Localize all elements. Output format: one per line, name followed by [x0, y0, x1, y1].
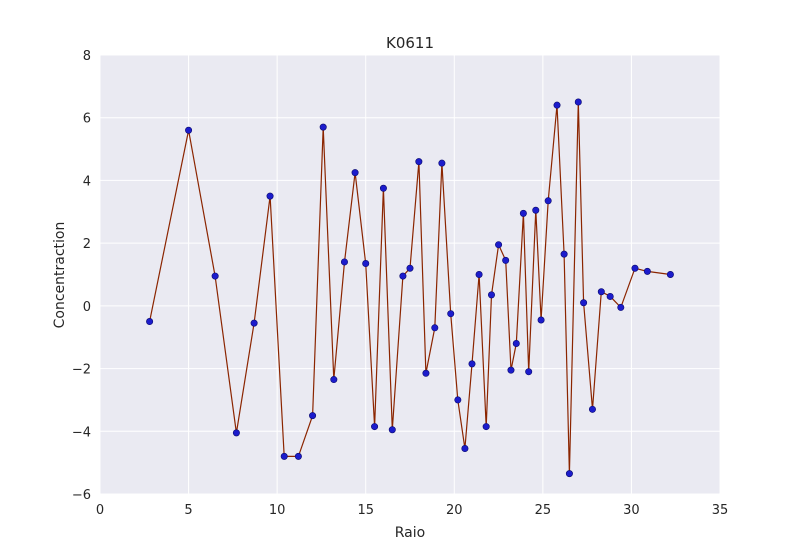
- data-point: [580, 299, 588, 307]
- data-point: [588, 405, 596, 413]
- y-axis-label: Concentraction: [52, 222, 68, 329]
- x-axis-ticks: 0 5 10 15 20 25 30 35: [96, 503, 728, 518]
- data-point: [438, 159, 446, 167]
- y-tick-label: −6: [72, 488, 91, 503]
- data-point: [606, 292, 614, 300]
- data-point: [502, 256, 510, 264]
- y-tick-label: 6: [83, 112, 91, 127]
- data-point: [340, 258, 348, 266]
- data-point: [232, 429, 240, 437]
- data-point: [475, 270, 483, 278]
- chart-title: K0611: [386, 34, 434, 52]
- data-point: [280, 452, 288, 460]
- data-point: [266, 192, 274, 200]
- data-point: [461, 445, 469, 453]
- data-point: [519, 209, 527, 217]
- y-tick-label: 8: [83, 49, 91, 64]
- data-point: [507, 366, 515, 374]
- data-point: [415, 158, 423, 166]
- data-point: [351, 169, 359, 177]
- grid: [99, 54, 721, 495]
- data-point: [294, 452, 302, 460]
- x-tick-label: 30: [623, 503, 640, 518]
- data-point: [666, 270, 674, 278]
- data-point: [468, 360, 476, 368]
- data-point: [319, 123, 327, 131]
- x-tick-label: 25: [535, 503, 552, 518]
- y-tick-label: 4: [83, 174, 91, 189]
- y-tick-label: 0: [83, 300, 91, 315]
- data-point: [617, 303, 625, 311]
- data-point: [379, 184, 387, 192]
- data-point: [330, 376, 338, 384]
- data-point: [362, 260, 370, 268]
- y-tick-label: 2: [83, 237, 91, 252]
- data-point: [495, 241, 503, 249]
- data-point: [487, 291, 495, 299]
- data-point: [553, 101, 561, 109]
- data-point: [146, 318, 154, 326]
- data-point: [597, 288, 605, 296]
- x-tick-label: 15: [357, 503, 374, 518]
- data-point: [482, 423, 490, 431]
- x-tick-label: 0: [96, 503, 104, 518]
- data-point: [574, 98, 582, 106]
- data-point: [565, 470, 573, 478]
- x-axis-label: Raio: [395, 525, 425, 541]
- data-point: [447, 310, 455, 318]
- data-point: [250, 319, 258, 327]
- data-point: [544, 197, 552, 205]
- data-point: [560, 250, 568, 258]
- y-tick-label: −2: [72, 363, 91, 378]
- x-tick-label: 10: [269, 503, 286, 518]
- data-point: [422, 369, 430, 377]
- series-layer: [146, 98, 674, 478]
- data-point: [512, 339, 520, 347]
- data-point: [185, 126, 193, 134]
- data-point: [454, 396, 462, 404]
- data-point: [643, 267, 651, 275]
- plot-area: [100, 55, 720, 494]
- data-point: [431, 324, 439, 332]
- data-point: [399, 272, 407, 280]
- data-point: [371, 423, 379, 431]
- data-point: [537, 316, 545, 324]
- x-tick-label: 5: [184, 503, 192, 518]
- data-point: [532, 206, 540, 214]
- x-tick-label: 20: [446, 503, 463, 518]
- data-point: [211, 272, 219, 280]
- data-point: [631, 264, 639, 272]
- data-point: [406, 264, 414, 272]
- data-point: [309, 412, 317, 420]
- y-axis-ticks: −6 −4 −2 0 2 4 6 8: [72, 49, 91, 503]
- data-point: [388, 426, 396, 434]
- y-tick-label: −4: [72, 425, 91, 440]
- data-point: [525, 368, 533, 376]
- x-tick-label: 35: [712, 503, 729, 518]
